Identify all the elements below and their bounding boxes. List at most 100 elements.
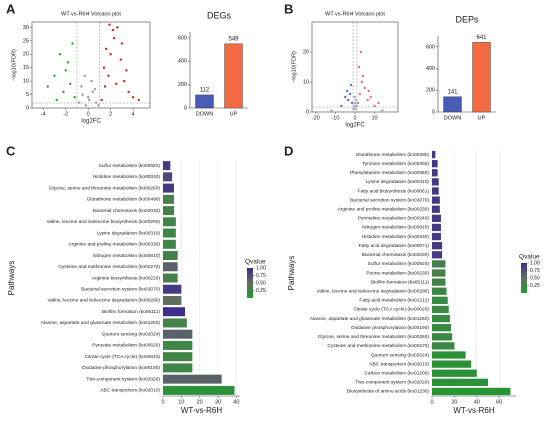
point [359,50,363,54]
legend-tick-label: 0.25 [530,283,540,289]
y-tick-label: Fatty acid biosynthesis (ko00061) [358,188,430,194]
y-tick-label: Bacterial secretion system (ko03070) [81,287,160,293]
y-tick-label: 15 [23,65,29,71]
x-tick-label: DOWN [196,111,213,117]
panel-label: C [6,143,16,158]
point [122,79,126,83]
bar [163,363,193,373]
x-tick-label: 40 [233,399,239,405]
y-tick-label: Alanine, aspartate and glutamate metabol… [310,316,430,322]
y-tick-label: Biofilm formation (ko05111) [371,279,429,285]
y-tick-label: 600 [426,44,435,50]
bar [432,324,452,332]
bar [472,42,491,113]
y-tick-label: Arginine and proline metabolism (ko00330… [338,206,430,212]
bar [432,214,441,222]
x-tick-label: UP [230,111,238,117]
point [116,26,119,29]
point [103,85,107,88]
bar [432,351,466,359]
bar [163,385,235,395]
x-tick-label: 20 [197,399,203,405]
point [369,95,372,99]
bar [432,314,450,323]
x-tick-label: 20 [451,399,457,405]
y-tick-label: Biosynthesis of amino acids (ko01230) [347,389,430,395]
point [73,96,76,99]
point [353,101,357,105]
y-tick-label: 0 [26,105,29,111]
point [108,23,111,26]
legend-tick-label: 1.00 [256,265,266,271]
bar [432,333,453,341]
point [81,93,84,96]
y-tick-label: 200 [426,88,435,94]
y-tick-label: Cysteine and methionine metabolism (ko00… [58,264,160,270]
bar [163,251,178,261]
chart-title: DEGs [207,10,232,20]
point [55,98,58,102]
point [366,98,369,102]
point [353,95,356,99]
y-tick-label: Glycine, serine and threonine metabolism… [318,334,430,340]
y-tick-label: Glutathione metabolism (ko00480) [87,197,161,203]
point [127,90,130,94]
y-tick-label: 200 [178,82,187,88]
point [91,90,94,94]
point [109,53,112,56]
bar [163,340,193,350]
x-tick-label: -20 [312,115,320,121]
point [350,101,354,105]
point [354,107,357,111]
point [354,98,358,102]
y-tick-label: Valine, leucine and isoleucine degradati… [48,298,161,304]
x-tick-label: 40 [474,399,480,405]
y-tick-label: Biofilm formation (ko05111) [102,309,160,315]
point [78,101,81,104]
legend-title: Qvalue [245,259,266,266]
point [345,89,349,93]
y-tick-label: 400 [178,59,187,65]
x-tick-label: 10 [178,399,184,405]
bar [432,196,440,204]
y-tick-label: Sulfur metabolism (ko00920) [368,261,430,267]
bar [163,295,182,305]
bar [443,96,462,113]
y-tick-label: 10 [23,79,29,85]
y-tick-label: Histidine metabolism (ko00340) [93,174,161,180]
bar [432,232,441,241]
bar [432,205,440,213]
x-axis-label: WT-vs-R6H [181,406,223,415]
y-tick-label: Bacterial chemotaxis (ko02030) [362,252,430,258]
y-tick-label: Cysteine and methionine metabolism (ko00… [327,343,429,349]
point [125,69,128,72]
y-tick-label: Arginine biosynthesis (ko00220) [92,275,161,281]
bar [163,239,176,249]
chart-title: WT-vs-R6H Volcano plot [325,11,385,17]
bar [432,242,443,250]
chart-title: DEPs [455,14,479,24]
x-tick-label: 0 [353,115,356,121]
bar [163,172,173,182]
point [348,92,352,96]
x-axis-label: log2FC [81,119,101,125]
bar [163,228,176,238]
y-tick-label: Two-component system (ko02020) [355,380,429,386]
point [360,80,364,84]
bar [432,342,455,350]
point [104,47,108,51]
panel-label: A [6,1,16,16]
bar [432,378,488,386]
y-tick-label: Citrate cycle (TCA cycle) (ko00020) [354,307,430,313]
y-tick-label: Two-component system (ko02020) [86,376,160,382]
bar [163,318,187,328]
bar [163,262,178,272]
point [377,101,380,105]
point [344,95,347,99]
y-tick-label: Pyruvate metabolism (ko00620) [92,343,160,349]
x-tick-label: -10 [331,115,339,121]
y-tick-label: Glutathione metabolism (ko00480) [356,152,430,158]
point [53,74,56,77]
legend-title: Qvalue [519,254,540,261]
y-tick-label: Carbon metabolism (ko01200) [364,370,429,376]
